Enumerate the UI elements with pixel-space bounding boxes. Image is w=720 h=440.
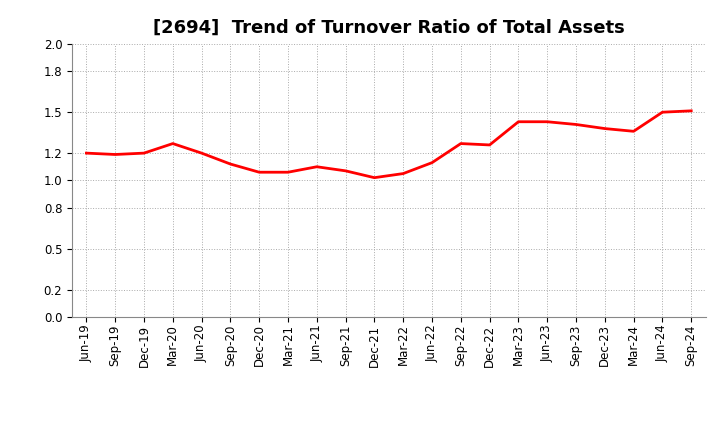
Title: [2694]  Trend of Turnover Ratio of Total Assets: [2694] Trend of Turnover Ratio of Total … [153, 19, 625, 37]
